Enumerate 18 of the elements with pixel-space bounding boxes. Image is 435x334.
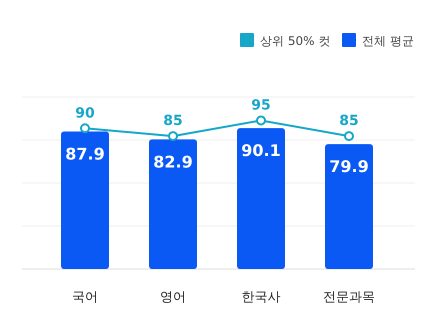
data-label: 82.9 bbox=[153, 152, 193, 172]
bar bbox=[61, 132, 109, 269]
x-tick-label: 한국사 bbox=[242, 290, 280, 305]
data-label: 79.9 bbox=[329, 157, 369, 176]
data-label: 95 bbox=[251, 97, 271, 114]
data-label: 85 bbox=[163, 113, 183, 130]
legend-label: 상위 50% 컷 bbox=[260, 34, 330, 48]
x-tick-label: 영어 bbox=[160, 290, 186, 305]
data-label: 90 bbox=[75, 105, 95, 122]
data-label: 85 bbox=[339, 113, 359, 130]
legend-label: 전체 평균 bbox=[362, 34, 414, 48]
bar bbox=[325, 144, 373, 269]
data-label: 87.9 bbox=[65, 144, 105, 164]
bar bbox=[237, 128, 285, 269]
bar bbox=[149, 139, 197, 269]
data-label: 90.1 bbox=[241, 141, 281, 160]
x-tick-label: 국어 bbox=[72, 290, 98, 305]
x-tick-label: 전문과목 bbox=[323, 290, 375, 305]
